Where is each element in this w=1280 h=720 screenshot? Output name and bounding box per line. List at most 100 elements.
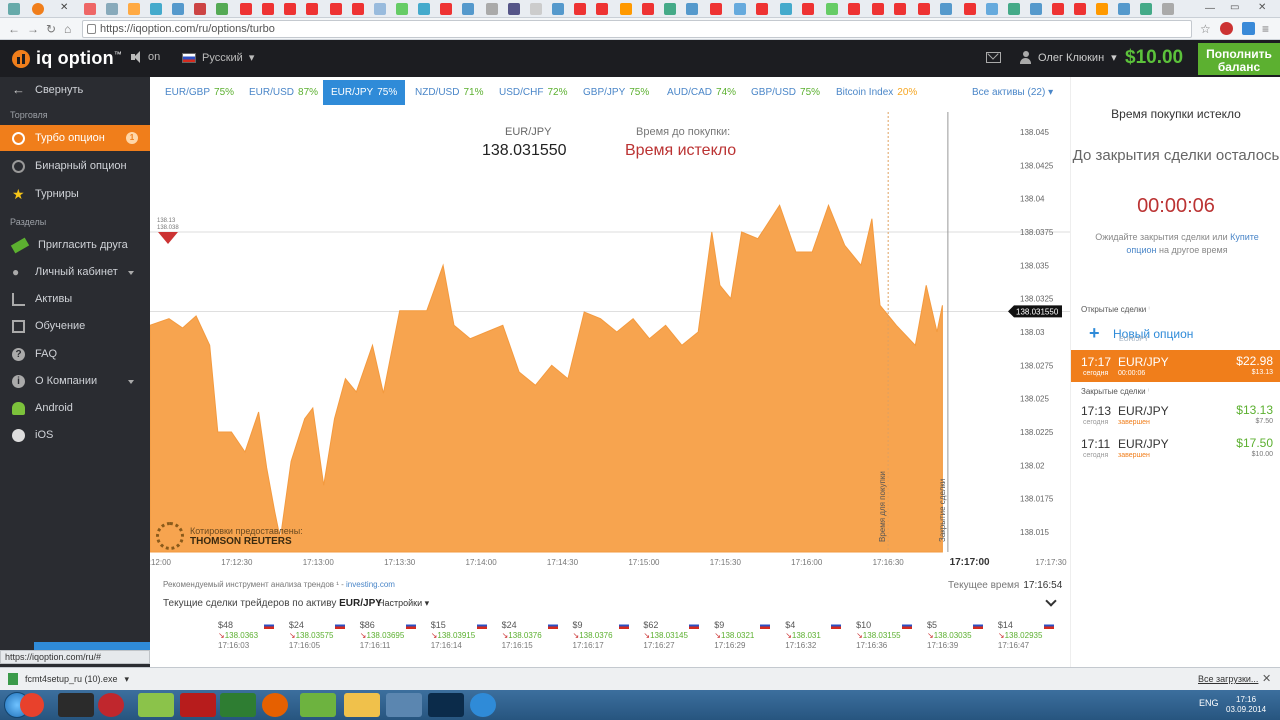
deposit-button[interactable]: Пополнить баланс — [1198, 43, 1280, 75]
system-clock[interactable]: 17:16 03.09.2014 — [1226, 695, 1266, 715]
tab-favicon[interactable] — [1030, 3, 1042, 15]
all-assets-dropdown[interactable]: Все активы (22) ▾ — [972, 80, 1053, 105]
app-icon[interactable] — [138, 693, 174, 717]
app-icon[interactable] — [386, 693, 422, 717]
sound-toggle[interactable]: on — [131, 51, 160, 63]
mail-icon[interactable] — [986, 52, 1001, 63]
maximize-icon[interactable]: ▭ — [1230, 2, 1240, 13]
closed-deal-row[interactable]: 17:11 сегодня EUR/JPY завершен $17.50 $1… — [1071, 432, 1280, 464]
extension-icon[interactable] — [1220, 22, 1233, 35]
tab-favicon[interactable] — [462, 3, 474, 15]
sidebar-item-invite[interactable]: Пригласить друга — [0, 232, 150, 258]
nvidia-icon[interactable] — [58, 693, 94, 717]
sidebar-item-binary[interactable]: Бинарный опцион — [0, 153, 150, 179]
sidebar-item-about[interactable]: i О Компании — [0, 368, 150, 394]
language-indicator[interactable]: ENG — [1199, 698, 1219, 708]
tab-favicon[interactable] — [530, 3, 542, 15]
tab-favicon[interactable] — [1140, 3, 1152, 15]
reload-icon[interactable]: ↻ — [46, 22, 57, 36]
language-select[interactable]: Русский ▾ — [182, 51, 254, 64]
tab-favicon[interactable] — [216, 3, 228, 15]
tab-favicon[interactable] — [802, 3, 814, 15]
tab-favicon[interactable] — [508, 3, 520, 15]
app-icon[interactable] — [220, 693, 256, 717]
home-icon[interactable]: ⌂ — [64, 22, 72, 36]
tab-asset[interactable]: EUR/GBP 75% — [157, 80, 242, 105]
tab-asset[interactable]: NZD/USD 71% — [407, 80, 491, 105]
tab-favicon[interactable] — [894, 3, 906, 15]
tab-favicon[interactable] — [552, 3, 564, 15]
closed-deal-row[interactable]: 17:13 сегодня EUR/JPY завершен $13.13 $7… — [1071, 399, 1280, 431]
tab-favicon[interactable] — [374, 3, 386, 15]
extension-icon[interactable] — [1242, 22, 1255, 35]
folder-icon[interactable] — [344, 693, 380, 717]
tab-favicon[interactable] — [128, 3, 140, 15]
tab-favicon[interactable] — [194, 3, 206, 15]
tab-favicon[interactable] — [872, 3, 884, 15]
all-downloads-link[interactable]: Все загрузки... — [1198, 674, 1259, 684]
minimize-icon[interactable]: — — [1205, 3, 1215, 14]
iq-option-logo[interactable]: iq option™ — [12, 48, 122, 69]
browser-tab-strip[interactable]: ✕ — ▭ ✕ — [0, 0, 1280, 18]
price-chart[interactable]: Время для покупки Закрытие сделки 138.045 1… — [150, 112, 1070, 572]
tab-asset[interactable]: EUR/USD 87% — [241, 80, 326, 105]
tab-favicon[interactable] — [1096, 3, 1108, 15]
tab-favicon[interactable] — [306, 3, 318, 15]
tab-favicon[interactable] — [986, 3, 998, 15]
tab-favicon[interactable] — [826, 3, 838, 15]
system-tray[interactable]: ENG — [1155, 698, 1219, 708]
sidebar-item-turbo[interactable]: Турбо опцион 1 — [0, 125, 150, 151]
close-window-icon[interactable]: ✕ — [1258, 2, 1267, 13]
close-icon[interactable]: ✕ — [1262, 673, 1272, 685]
tab-asset[interactable]: GBP/JPY 75% — [575, 80, 657, 105]
chrome-icon[interactable] — [20, 693, 44, 717]
iq-option-tab-icon[interactable] — [32, 3, 44, 15]
tab-favicon[interactable] — [330, 3, 342, 15]
app-icon[interactable] — [470, 693, 496, 717]
tab-asset[interactable]: AUD/CAD 74% — [659, 80, 744, 105]
tab-asset[interactable]: GBP/USD 75% — [743, 80, 828, 105]
tab-favicon[interactable] — [664, 3, 676, 15]
sidebar-item-assets[interactable]: Активы — [0, 286, 150, 312]
tab-favicon[interactable] — [756, 3, 768, 15]
tab-favicon[interactable] — [780, 3, 792, 15]
tab-favicon[interactable] — [574, 3, 586, 15]
tab-favicon[interactable] — [918, 3, 930, 15]
chart-svg[interactable]: Время для покупки Закрытие сделки 138.045 1… — [150, 112, 1070, 572]
tab-favicon[interactable] — [596, 3, 608, 15]
photoshop-icon[interactable] — [428, 693, 464, 717]
tab-favicon[interactable] — [848, 3, 860, 15]
tab-asset[interactable]: USD/CHF 72% — [491, 80, 575, 105]
back-icon[interactable]: ← — [8, 22, 20, 36]
sidebar-item-ios[interactable]: iOS — [0, 422, 150, 448]
tab-favicon[interactable] — [172, 3, 184, 15]
tab-close-icon[interactable]: ✕ — [60, 2, 69, 13]
user-menu[interactable]: Олег Клюкин ▾ — [1020, 51, 1117, 64]
tab-favicon[interactable] — [964, 3, 976, 15]
tab-favicon[interactable] — [8, 3, 20, 15]
investing-link[interactable]: investing.com — [346, 580, 395, 589]
app-icon[interactable] — [300, 693, 336, 717]
tab-favicon[interactable] — [1052, 3, 1064, 15]
url-input[interactable]: https://iqoption.com/ru/options/turbo — [82, 20, 1192, 38]
tab-favicon[interactable] — [642, 3, 654, 15]
tab-asset[interactable]: Bitcoin Index 20% — [828, 80, 925, 105]
tab-favicon[interactable] — [1074, 3, 1086, 15]
tab-favicon[interactable] — [1008, 3, 1020, 15]
collapse-chevron-icon[interactable] — [1045, 595, 1057, 607]
download-item[interactable]: fcmt4setup_ru (10).exe ▾ — [8, 673, 129, 685]
menu-icon[interactable]: ≡ — [1262, 22, 1270, 36]
opera-icon[interactable] — [98, 693, 124, 717]
tab-favicon[interactable] — [1118, 3, 1130, 15]
forward-icon[interactable]: → — [27, 22, 39, 36]
sidebar-collapse[interactable]: ← Свернуть — [0, 77, 150, 103]
tab-favicon[interactable] — [486, 3, 498, 15]
tab-favicon[interactable] — [1162, 3, 1174, 15]
tab-favicon[interactable] — [396, 3, 408, 15]
tab-favicon[interactable] — [620, 3, 632, 15]
firefox-icon[interactable] — [262, 693, 288, 717]
tab-favicon[interactable] — [284, 3, 296, 15]
tab-favicon[interactable] — [352, 3, 364, 15]
buy-option-link[interactable]: Купите опцион — [1126, 232, 1259, 255]
sidebar-item-learning[interactable]: Обучение — [0, 313, 150, 339]
